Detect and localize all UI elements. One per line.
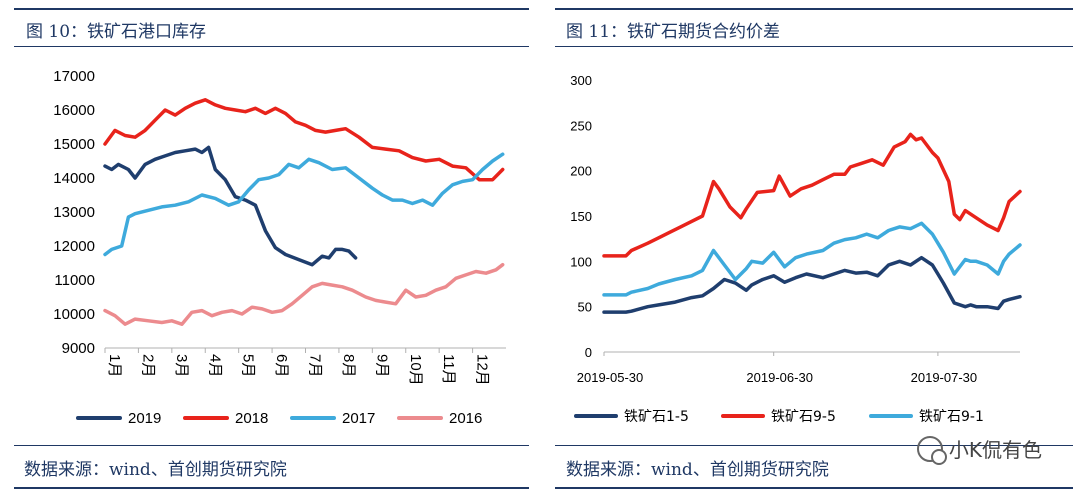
x-tick-label: 10月 [407, 354, 424, 386]
series-line-sky [602, 221, 1022, 297]
x-tick-label: 9月 [373, 354, 390, 377]
y-tick-label: 17000 [53, 68, 95, 85]
source-rule-right [555, 445, 1073, 446]
y-tick-label: 200 [570, 164, 592, 179]
y-tick-label: 14000 [53, 170, 95, 187]
legend-label: 铁矿石9-5 [771, 409, 836, 425]
y-tick-label: 250 [570, 118, 592, 133]
legend-label: 2017 [342, 410, 375, 427]
y-tick-label: 11000 [54, 272, 95, 289]
x-tick-label: 12月 [474, 354, 491, 386]
y-tick-label: 13000 [53, 204, 95, 221]
x-tick-label: 8月 [340, 354, 357, 377]
bottom-rule-left [14, 487, 529, 489]
y-tick-label: 300 [570, 73, 592, 88]
right-source-note: 数据来源：wind、首创期货研究院 [566, 460, 829, 480]
legend-label: 2019 [128, 410, 161, 427]
legend-label: 铁矿石1-5 [624, 409, 689, 425]
series-line-red [103, 98, 505, 182]
y-tick-label: 0 [585, 345, 592, 360]
x-tick-label: 2019-05-30 [577, 370, 644, 385]
y-tick-label: 100 [570, 254, 592, 269]
series-line-red [602, 132, 1022, 258]
y-tick-label: 12000 [53, 238, 95, 255]
x-tick-label: 2月 [139, 354, 156, 377]
bottom-rule-right [555, 487, 1073, 489]
y-tick-label: 50 [578, 300, 592, 315]
right-chart-title: 图 11：铁矿石期货合约价差 [566, 22, 781, 42]
y-tick-label: 9000 [62, 340, 95, 357]
x-tick-label: 2019-06-30 [746, 370, 813, 385]
x-tick-label: 3月 [173, 354, 190, 377]
left-chart-title: 图 10：铁矿石港口库存 [26, 22, 207, 42]
top-rule-right [555, 8, 1073, 10]
legend-label: 2016 [449, 410, 482, 427]
right-chart-futures-spread: 0 50 100 150 200 250 300 2019-05-30 2019-06-30 20… [570, 73, 1022, 425]
series-line-navy [103, 145, 358, 267]
y-tick-label: 15000 [53, 136, 95, 153]
legend-label: 2018 [235, 410, 268, 427]
series-line-pink [103, 262, 505, 326]
title-rule-right [555, 46, 1073, 47]
legend-label: 铁矿石9-1 [919, 409, 984, 425]
series-line-sky [103, 152, 505, 257]
series-line-navy [602, 255, 1022, 314]
y-tick-label: 16000 [53, 102, 95, 119]
x-tick-label: 6月 [273, 354, 290, 377]
x-tick-label: 11月 [440, 354, 457, 385]
wechat-icon [916, 435, 947, 465]
y-tick-label: 150 [570, 209, 592, 224]
x-tick-label: 2019-07-30 [911, 370, 978, 385]
left-chart-port-inventory: 9000 10000 11000 12000 13000 14000 15000 16000 1… [53, 68, 506, 427]
x-tick-label: 1月 [106, 354, 123, 377]
y-tick-label: 10000 [53, 306, 95, 323]
watermark-text: 小K侃有色 [948, 438, 1042, 462]
title-rule-left [14, 46, 529, 47]
x-tick-label: 7月 [307, 354, 324, 377]
x-tick-label: 5月 [240, 354, 257, 377]
x-tick-label: 4月 [206, 354, 223, 377]
watermark: 小K侃有色 [916, 434, 1042, 465]
left-source-note: 数据来源：wind、首创期货研究院 [24, 460, 287, 480]
source-rule-left [14, 445, 529, 446]
top-rule-left [14, 8, 529, 10]
